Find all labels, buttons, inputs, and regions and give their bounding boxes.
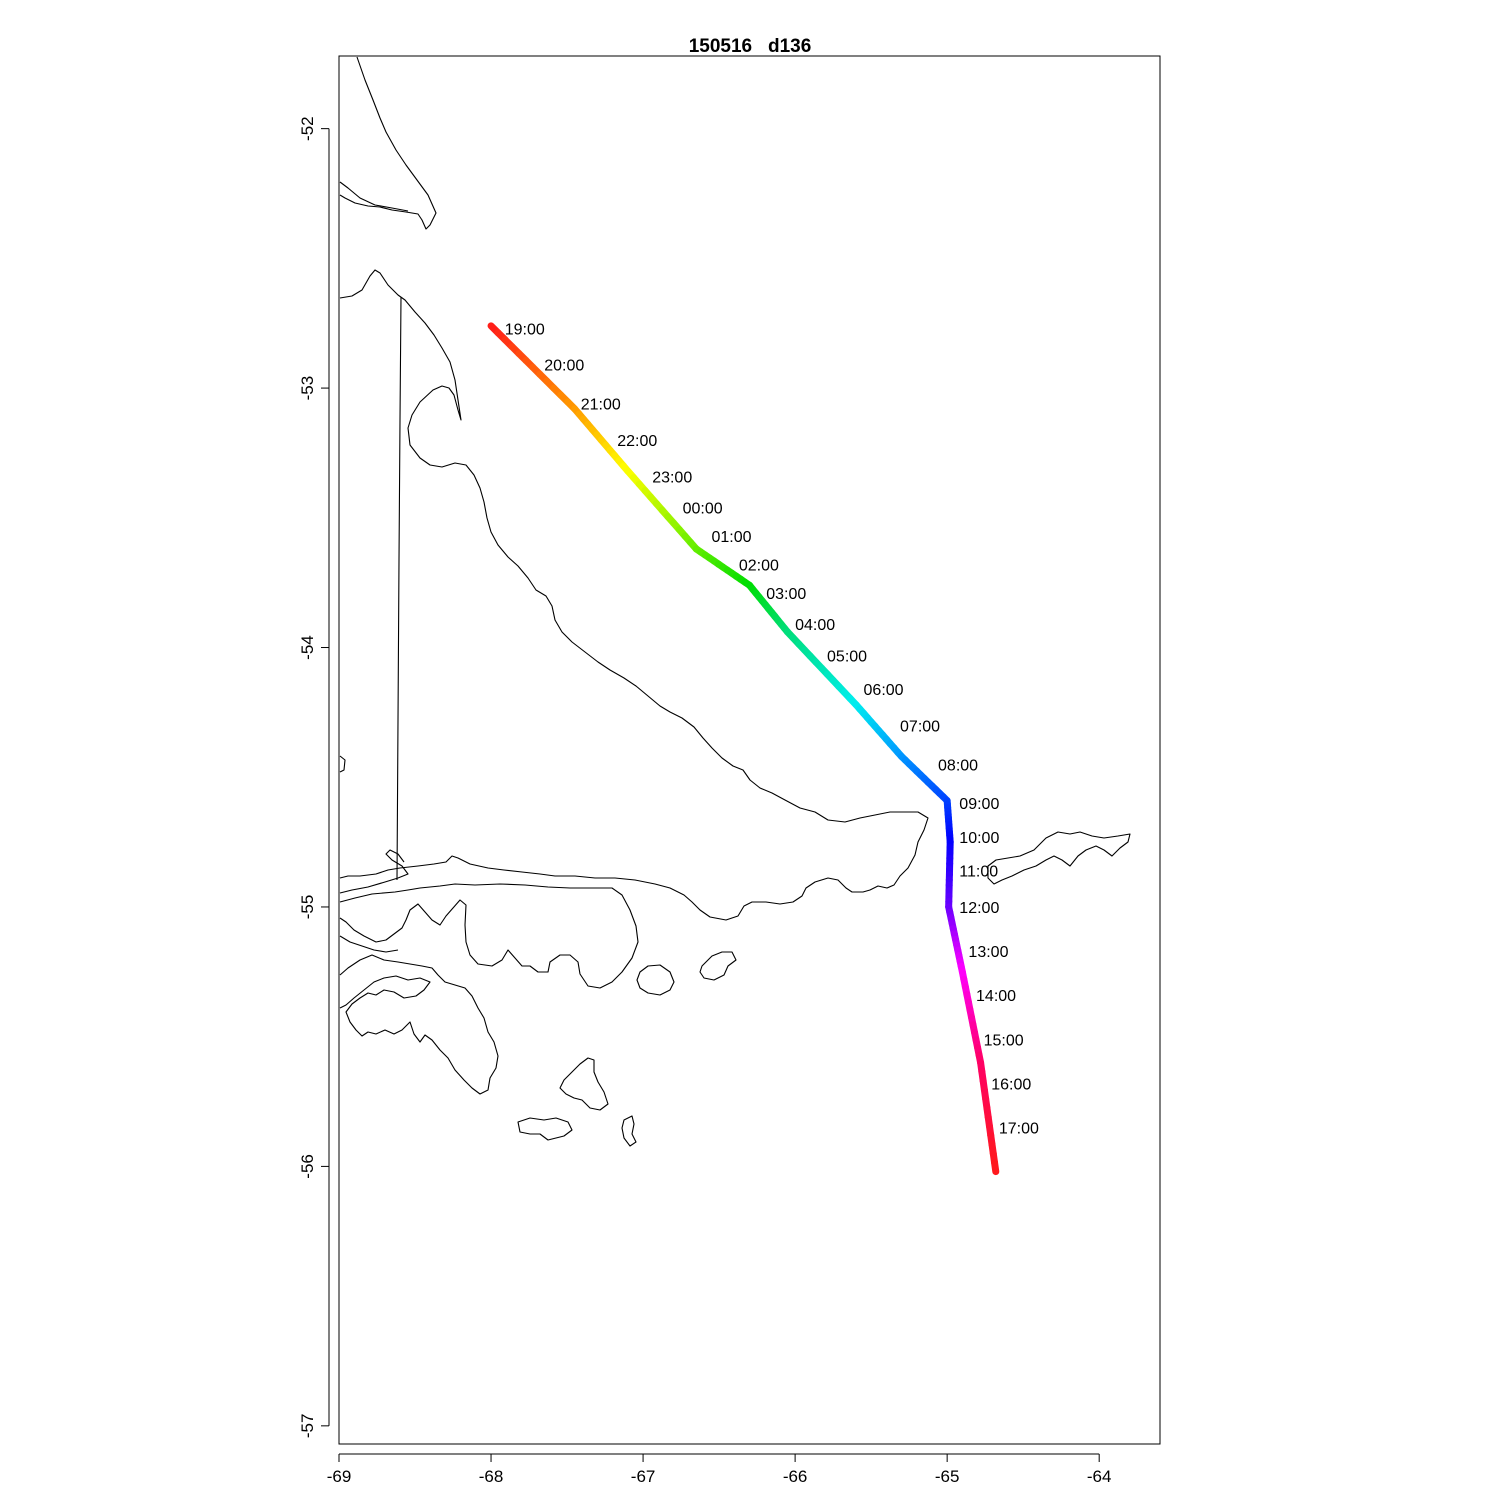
coastline (339, 56, 1131, 1147)
y-axis: -52 -53 -54 -55 -56 -57 (298, 116, 330, 1439)
time-label: 15:00 (984, 1032, 1024, 1049)
time-label: 01:00 (711, 529, 751, 546)
flight-track (487, 322, 1000, 1176)
x-tick-label: -66 (783, 1467, 808, 1486)
plot-title: 150516 d136 (689, 36, 812, 57)
coastline-mainland-north (339, 56, 437, 230)
time-label: 14:00 (976, 988, 1016, 1005)
time-label: 05:00 (827, 648, 867, 665)
coastline-hoste-island (339, 954, 499, 1095)
y-tick-label: -57 (298, 1414, 317, 1439)
plot-frame (338, 55, 1161, 1445)
time-label: 09:00 (959, 796, 999, 813)
border-line (396, 296, 402, 881)
island-picton (636, 964, 675, 996)
time-label: 20:00 (544, 358, 584, 375)
island-hermite (517, 1117, 573, 1141)
y-tick-label: -53 (298, 376, 317, 401)
time-labels: 19:00 20:00 21:00 22:00 23:00 00:00 01:00 02:00… (505, 321, 1039, 1137)
x-tick-label: -69 (327, 1467, 352, 1486)
time-label: 06:00 (864, 682, 904, 699)
x-tick-label: -64 (1087, 1467, 1112, 1486)
time-label: 23:00 (652, 469, 692, 486)
y-tick-label: -52 (298, 116, 317, 141)
time-label: 00:00 (683, 500, 723, 517)
time-label: 07:00 (900, 718, 940, 735)
time-label: 10:00 (959, 830, 999, 847)
time-label: 03:00 (766, 586, 806, 603)
time-label: 16:00 (991, 1076, 1031, 1093)
island-wollaston (559, 1057, 609, 1111)
x-axis: -69 -68 -67 -66 -65 -64 (327, 1453, 1112, 1486)
coastline-strait-north (339, 181, 409, 212)
coastline-beagle-channel (339, 883, 639, 989)
island-estados (987, 831, 1131, 885)
time-label: 17:00 (999, 1120, 1039, 1137)
coastline-tdf-north (339, 269, 929, 921)
x-tick-label: -68 (479, 1467, 504, 1486)
time-label: 04:00 (795, 617, 835, 634)
y-tick-label: -56 (298, 1154, 317, 1179)
x-tick-label: -65 (935, 1467, 960, 1486)
coastline-navarino-east (339, 935, 399, 953)
time-label: 08:00 (938, 757, 978, 774)
time-label: 12:00 (959, 900, 999, 917)
time-label: 11:00 (959, 864, 998, 881)
track-segment (991, 1159, 1000, 1176)
x-tick-label: -67 (631, 1467, 656, 1486)
time-label: 13:00 (968, 944, 1008, 961)
time-label: 21:00 (581, 397, 621, 414)
coastline-west-edge (339, 755, 346, 773)
y-tick-label: -55 (298, 895, 317, 920)
island-lennox (699, 951, 737, 981)
y-tick-label: -54 (298, 635, 317, 660)
time-label: 19:00 (505, 321, 545, 338)
time-label: 22:00 (617, 433, 657, 450)
coastline-beagle-north (339, 849, 409, 894)
time-label: 02:00 (739, 558, 779, 575)
island-horn (621, 1115, 637, 1147)
